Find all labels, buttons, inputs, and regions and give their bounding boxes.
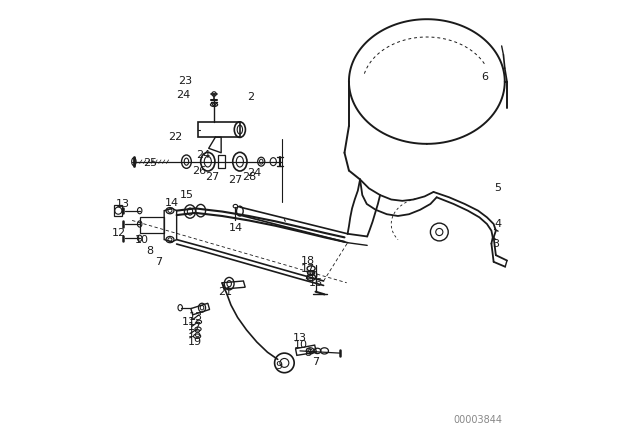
Text: 22: 22 bbox=[168, 132, 182, 142]
Text: 15: 15 bbox=[180, 190, 195, 200]
Text: 11: 11 bbox=[182, 317, 196, 327]
Text: 13: 13 bbox=[293, 332, 307, 343]
Text: 6: 6 bbox=[481, 72, 488, 82]
Text: 24: 24 bbox=[176, 90, 190, 100]
Text: 4: 4 bbox=[495, 219, 502, 229]
Text: 5: 5 bbox=[495, 183, 502, 194]
Text: 28: 28 bbox=[242, 172, 256, 182]
Text: 7: 7 bbox=[312, 357, 319, 367]
Text: 17: 17 bbox=[188, 322, 202, 332]
Text: 13: 13 bbox=[116, 199, 130, 209]
Text: 13: 13 bbox=[189, 313, 204, 323]
Text: 2: 2 bbox=[248, 92, 255, 102]
Text: 14: 14 bbox=[228, 224, 243, 233]
Text: 16: 16 bbox=[308, 278, 323, 288]
Text: 25: 25 bbox=[143, 158, 157, 168]
Text: 17: 17 bbox=[300, 263, 315, 274]
Text: 00003844: 00003844 bbox=[454, 415, 502, 425]
Text: 21: 21 bbox=[218, 287, 232, 297]
Text: 7: 7 bbox=[156, 257, 163, 267]
Text: 8: 8 bbox=[147, 246, 154, 256]
Text: 12: 12 bbox=[112, 228, 126, 238]
Text: 27: 27 bbox=[228, 175, 243, 185]
Text: 8: 8 bbox=[304, 348, 311, 358]
Text: 26: 26 bbox=[192, 167, 206, 177]
Text: 27: 27 bbox=[205, 172, 220, 182]
Text: 10: 10 bbox=[135, 235, 149, 245]
Text: 23: 23 bbox=[179, 76, 193, 86]
Text: 14: 14 bbox=[165, 198, 179, 207]
Text: 20: 20 bbox=[304, 271, 318, 280]
Text: 24: 24 bbox=[247, 168, 261, 178]
Text: 10: 10 bbox=[294, 340, 308, 350]
Text: 18: 18 bbox=[300, 255, 315, 266]
Text: 24: 24 bbox=[196, 150, 211, 160]
Text: 19: 19 bbox=[188, 336, 202, 347]
Text: 3: 3 bbox=[492, 239, 499, 249]
Text: 9: 9 bbox=[275, 362, 283, 371]
Text: 18: 18 bbox=[188, 329, 202, 340]
